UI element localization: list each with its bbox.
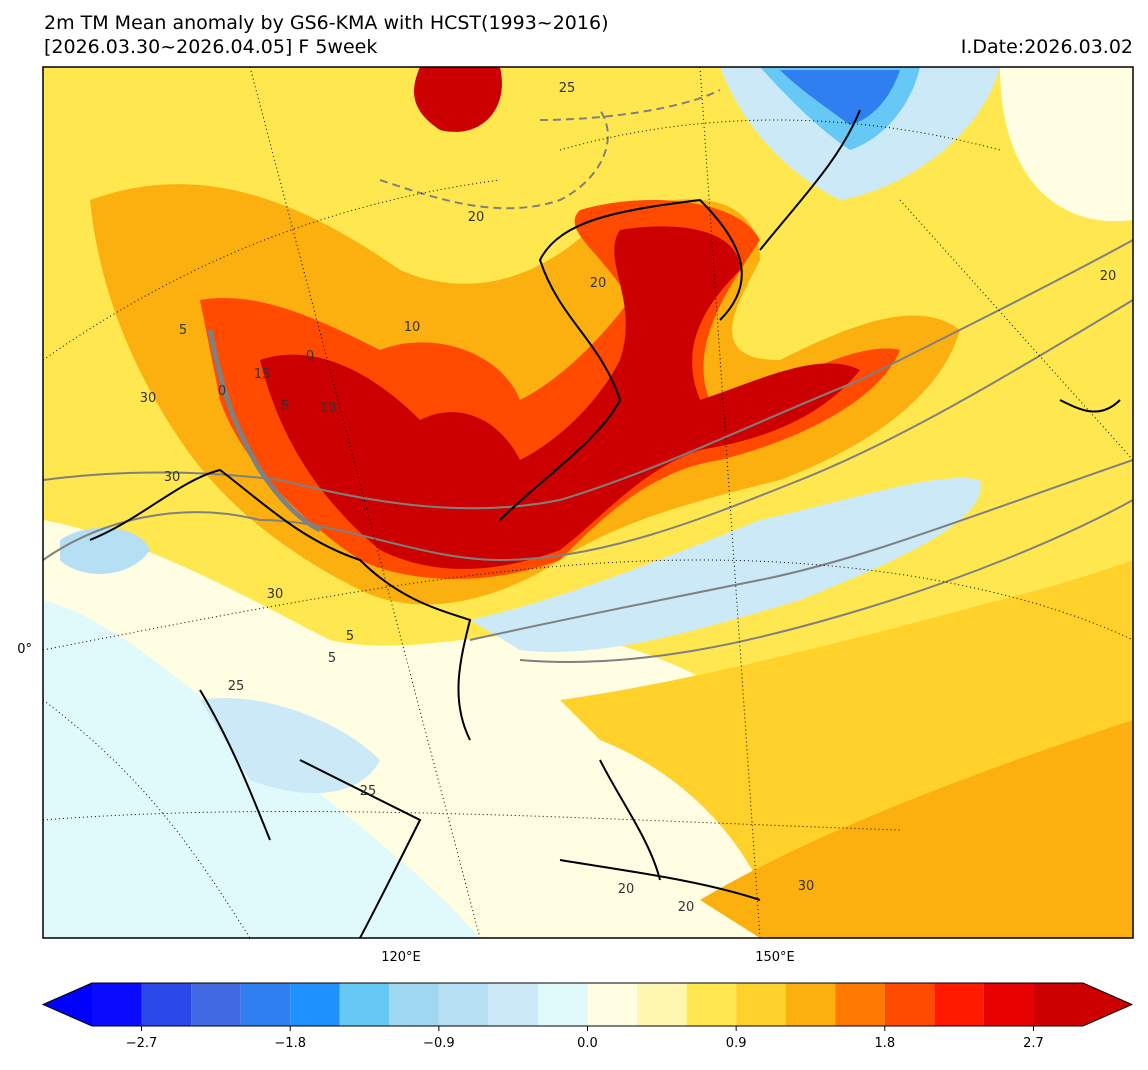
colorbar-tick-label: 0.0 (577, 1036, 598, 1051)
colorbar-bin (290, 983, 340, 1026)
colorbar-tick-label: 0.9 (726, 1036, 747, 1051)
contour-label: 20 (618, 882, 635, 897)
contour-label: 5 (179, 323, 187, 338)
colorbar-tick-label: 2.7 (1023, 1036, 1044, 1051)
map-field (43, 67, 1133, 938)
colorbar-bin (587, 983, 638, 1026)
colorbar-bin (686, 983, 737, 1026)
contour-label: 0 (218, 384, 226, 399)
contour-label: 20 (590, 276, 607, 291)
contour-label: 25 (360, 784, 377, 799)
colorbar-bin (339, 983, 390, 1026)
contour-label: 30 (164, 470, 181, 485)
colorbar-bin (141, 983, 192, 1026)
colorbar: −2.7 −1.8 −0.9 0.0 0.9 1.8 2.7 (41, 982, 1134, 1051)
colorbar-bin (1033, 983, 1083, 1026)
contour-labels: 25 20 20 20 10 0 15 5 10 5 30 30 0 5 30 5 25 25 20 20 30 (140, 81, 1117, 915)
colorbar-bin (240, 983, 291, 1026)
contour-label: 25 (228, 679, 245, 694)
init-date: I.Date:2026.03.02 (961, 36, 1133, 58)
colorbar-bin (389, 983, 439, 1026)
colorbar-bin (92, 983, 142, 1026)
contour-label: 0 (306, 349, 314, 364)
lon-label: 120°E (381, 950, 421, 965)
contour-label: 5 (281, 399, 289, 414)
colorbar-bin (835, 983, 885, 1026)
colorbar-bin (983, 983, 1034, 1026)
lon-label: 150°E (755, 950, 795, 965)
subtitle: [2026.03.30~2026.04.05] F 5week (44, 36, 377, 58)
contour-label: 5 (346, 629, 354, 644)
colorbar-bin (637, 983, 687, 1026)
colorbar-outline (41, 982, 1134, 1027)
contour-label: 30 (798, 879, 815, 894)
contour-label: 5 (328, 651, 336, 666)
map-frame (42, 66, 1134, 939)
colorbar-bin (438, 983, 489, 1026)
colorbar-extend-over (1083, 983, 1132, 1026)
colorbar-bin (191, 983, 241, 1026)
contour-label: 20 (468, 210, 485, 225)
colorbar-extend-under (43, 983, 92, 1026)
colorbar-bin (934, 983, 984, 1026)
contour-label: 20 (1100, 269, 1117, 284)
contour-label: 30 (267, 587, 284, 602)
contour-label: 20 (678, 900, 695, 915)
contour-label: 30 (140, 391, 157, 406)
contour-label: 25 (559, 81, 576, 96)
colorbar-bin (785, 983, 836, 1026)
colorbar-tick-label: −2.7 (126, 1036, 158, 1051)
colorbar-bin (488, 983, 538, 1026)
colorbar-tick-label: 1.8 (874, 1036, 895, 1051)
colorbar-tick-label: −0.9 (423, 1036, 455, 1051)
contour-label: 10 (404, 320, 421, 335)
title: 2m TM Mean anomaly by GS6-KMA with HCST(… (44, 12, 609, 34)
colorbar-tick-label: −1.8 (274, 1036, 306, 1051)
contour-label: 10 (320, 401, 337, 416)
colorbar-bin (884, 983, 935, 1026)
lat-label: 0° (17, 642, 32, 657)
colorbar-bin (736, 983, 786, 1026)
colorbar-bin (537, 983, 588, 1026)
contour-label: 15 (254, 367, 271, 382)
